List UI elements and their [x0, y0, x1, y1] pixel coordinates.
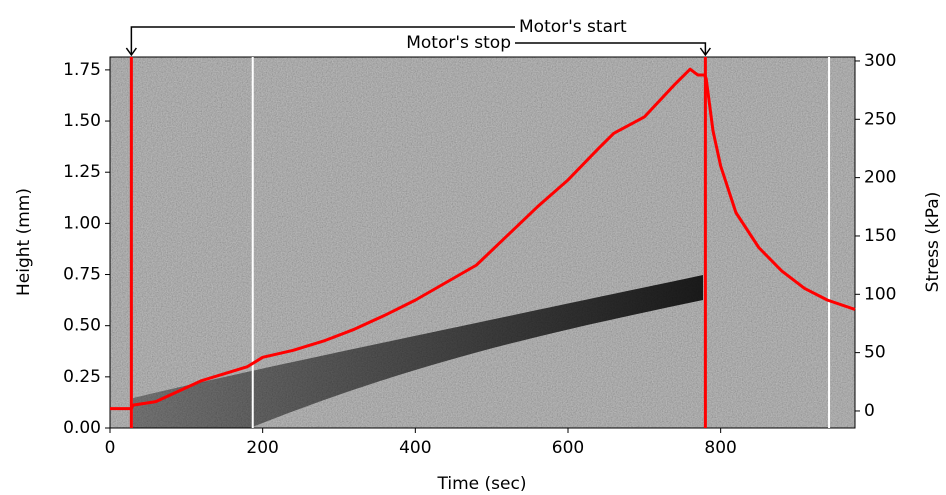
x-tick-label: 600 [552, 438, 584, 458]
arrow-head [125, 47, 137, 57]
y-tick-label: 0.25 [63, 367, 101, 387]
y-axis-label: Height (mm) [14, 188, 34, 296]
x-tick-label: 200 [246, 438, 278, 458]
y-tick-label: 1.50 [63, 111, 101, 131]
x-tick-label: 0 [105, 438, 116, 458]
x-tick-label: 400 [399, 438, 431, 458]
annotation: Motor's stop [406, 33, 511, 53]
y2-tick-label: 200 [864, 168, 896, 188]
stress-line [110, 67, 856, 411]
kymograph-background [110, 57, 855, 428]
y2-tick-label: 150 [864, 226, 896, 246]
y2-tick-label: 0 [864, 401, 875, 421]
y2-tick-label: 250 [864, 109, 896, 129]
y-tick-label: 0.75 [63, 265, 101, 285]
annotation-bracket [130, 26, 515, 55]
annotation-bracket [515, 42, 707, 55]
plot-frame [109, 56, 856, 429]
annotation: Motor's start [519, 17, 627, 37]
y-tick-label: 1.25 [63, 162, 101, 182]
arrow-head [699, 47, 711, 57]
y-tick-label: 1.75 [63, 60, 101, 80]
y-tick-label: 0.00 [63, 418, 101, 438]
y-tick-label: 0.50 [63, 316, 101, 336]
y2-tick-label: 300 [864, 51, 896, 71]
y2-axis-label: Stress (kPa) [923, 192, 943, 293]
x-tick-label: 800 [704, 438, 736, 458]
y-tick-label: 1.00 [63, 213, 101, 233]
x-axis-label: Time (sec) [437, 474, 527, 494]
y2-tick-label: 50 [864, 343, 886, 363]
y2-tick-label: 100 [864, 284, 896, 304]
